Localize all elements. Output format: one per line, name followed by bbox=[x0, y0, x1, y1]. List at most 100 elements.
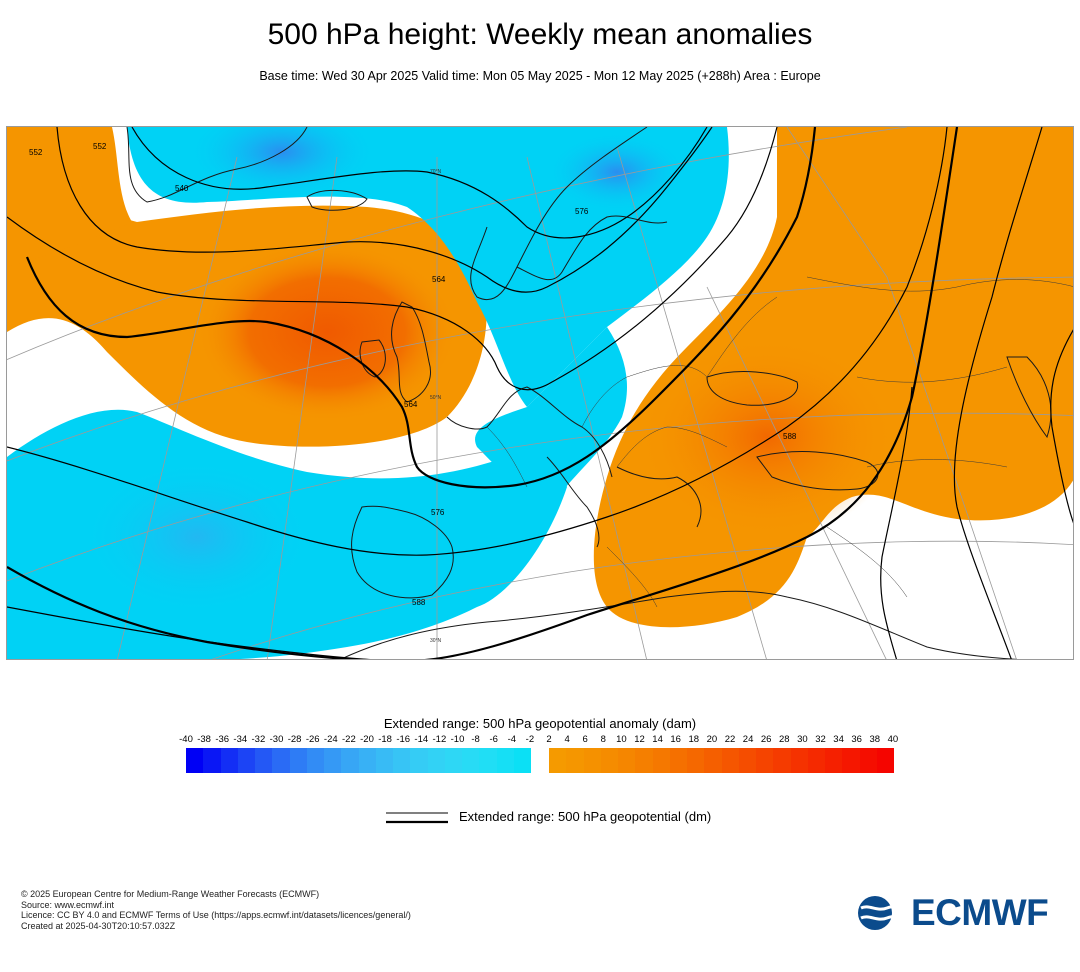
scale-tick-label: -30 bbox=[269, 734, 284, 745]
scale-cell bbox=[773, 748, 791, 773]
iberia-coast bbox=[351, 505, 454, 599]
scale-cell bbox=[721, 748, 739, 773]
scale-tick-label: -2 bbox=[525, 734, 535, 745]
latitude-labels: 70°N 50°N 30°N bbox=[430, 169, 442, 644]
scale-cell bbox=[220, 748, 238, 773]
turkey-coast bbox=[756, 451, 879, 491]
scale-tick-label: 32 bbox=[815, 734, 826, 745]
scale-cell bbox=[738, 748, 756, 773]
ecmwf-logo: ECMWF bbox=[857, 890, 1062, 935]
contour-label: 576 bbox=[575, 207, 589, 216]
contour-label: 576 bbox=[431, 508, 445, 517]
contour-upper-1 bbox=[131, 127, 708, 239]
ecmwf-logo-icon bbox=[858, 895, 907, 930]
scale-tick-label: -28 bbox=[287, 734, 302, 745]
scale-tick-label: -34 bbox=[233, 734, 248, 745]
ecmwf-logo-text: ECMWF bbox=[911, 891, 1049, 933]
contour-label: 552 bbox=[93, 142, 107, 151]
chart-title: 500 hPa height: Weekly mean anomalies bbox=[267, 18, 813, 51]
scale-tick-label: 36 bbox=[851, 734, 862, 745]
graticule bbox=[7, 127, 1073, 659]
greenland-anomaly-core bbox=[187, 127, 377, 200]
scale-tick-label: -32 bbox=[251, 734, 266, 745]
anomaly-scale-labels: -40 -38 -36 -34 -32 -30 -28 -26 -24 -22 -20 -18 -16-… bbox=[170, 734, 910, 748]
scale-tick-label: -38 bbox=[197, 734, 211, 745]
scale-cell bbox=[289, 748, 307, 773]
scale-cell bbox=[186, 748, 204, 773]
scale-tick-label: 30 bbox=[797, 734, 808, 745]
footer-created: Created at 2025-04-30T20:10:57.032Z bbox=[21, 920, 176, 931]
contour-label: 564 bbox=[432, 275, 446, 284]
scale-tick-label: -14 bbox=[414, 734, 429, 745]
scale-tick-label: -6 bbox=[489, 734, 498, 745]
scale-cell bbox=[444, 748, 462, 773]
scale-cell bbox=[600, 748, 618, 773]
scale-cell bbox=[237, 748, 255, 773]
black-sea-coast bbox=[706, 371, 799, 406]
scale-tick-label: -18 bbox=[378, 734, 392, 745]
scale-tick-label: 2 bbox=[546, 734, 552, 745]
scale-cell bbox=[375, 748, 393, 773]
atlantic-anomaly-core bbox=[77, 457, 317, 617]
contour-legend-label: Extended range: 500 hPa geopotential (dm… bbox=[459, 809, 712, 824]
scale-cell bbox=[790, 748, 808, 773]
borders bbox=[486, 276, 1073, 608]
contour-lower-2 bbox=[7, 606, 371, 659]
scale-tick-label: 12 bbox=[634, 734, 645, 745]
scale-tick-label: 18 bbox=[688, 734, 700, 745]
italy-coast bbox=[546, 456, 600, 548]
scale-cell bbox=[462, 748, 480, 773]
balkans-coast bbox=[616, 466, 702, 528]
scale-cell bbox=[427, 748, 445, 773]
scale-tick-label: -10 bbox=[450, 734, 465, 745]
contour-labels: 552 540 552 564 576 564 576 588 588 bbox=[29, 142, 797, 607]
footer-source: Source: www.ecmwf.int bbox=[21, 899, 115, 910]
footer-copyright: © 2025 European Centre for Medium-Range … bbox=[21, 889, 320, 899]
scale-tick-label: -20 bbox=[360, 734, 374, 745]
scale-tick-label: 8 bbox=[600, 734, 606, 745]
contour-label: 588 bbox=[783, 432, 797, 441]
scale-cell bbox=[324, 748, 342, 773]
scale-tick-label: 34 bbox=[833, 734, 844, 745]
scale-cell bbox=[358, 748, 376, 773]
africa-coast bbox=[340, 590, 1019, 659]
scale-cell bbox=[479, 748, 497, 773]
uk-coast bbox=[391, 301, 431, 403]
lat-label: 70°N bbox=[430, 169, 442, 175]
anomaly-map: 552 540 552 564 576 564 576 588 588 70°N… bbox=[7, 127, 1073, 659]
scale-tick-label: 4 bbox=[564, 734, 570, 745]
scale-tick-label: 24 bbox=[742, 734, 754, 745]
scale-cell bbox=[513, 748, 531, 773]
contour-lower-1 bbox=[7, 127, 948, 556]
europe-west-coast bbox=[446, 386, 613, 478]
contour-mid-1 bbox=[7, 127, 778, 391]
contour-label: 540 bbox=[175, 184, 189, 193]
contour-label: 564 bbox=[404, 400, 418, 409]
positive-anomaly-scale bbox=[549, 748, 894, 773]
scale-cell bbox=[652, 748, 670, 773]
scale-tick-label: 6 bbox=[582, 734, 588, 745]
contour-east-2 bbox=[880, 386, 913, 659]
scale-tick-label: 28 bbox=[779, 734, 790, 745]
positive-anomaly-northwest bbox=[7, 127, 132, 267]
negative-anomaly-scale bbox=[186, 748, 531, 773]
scale-tick-label: -36 bbox=[215, 734, 230, 745]
scale-tick-label: 22 bbox=[724, 734, 736, 745]
scale-tick-label: 40 bbox=[887, 734, 899, 745]
uk-anomaly-core bbox=[197, 242, 457, 422]
scale-cell bbox=[669, 748, 687, 773]
map-panel: 552 540 552 564 576 564 576 588 588 70°N… bbox=[6, 126, 1074, 660]
scandinavia-anomaly-core bbox=[547, 132, 687, 212]
scale-tick-label: 38 bbox=[869, 734, 881, 745]
scale-cell bbox=[203, 748, 221, 773]
scale-cell bbox=[566, 748, 584, 773]
scale-cell bbox=[635, 748, 653, 773]
chart-subtitle: Base time: Wed 30 Apr 2025 Valid time: M… bbox=[259, 69, 821, 83]
scale-tick-label: -24 bbox=[323, 734, 338, 745]
scale-tick-label: -22 bbox=[342, 734, 356, 745]
caspian-coast bbox=[1006, 356, 1052, 439]
ireland-coast bbox=[359, 339, 386, 378]
scale-cell bbox=[687, 748, 705, 773]
scale-tick-label: 14 bbox=[652, 734, 663, 745]
scale-cell bbox=[410, 748, 428, 773]
